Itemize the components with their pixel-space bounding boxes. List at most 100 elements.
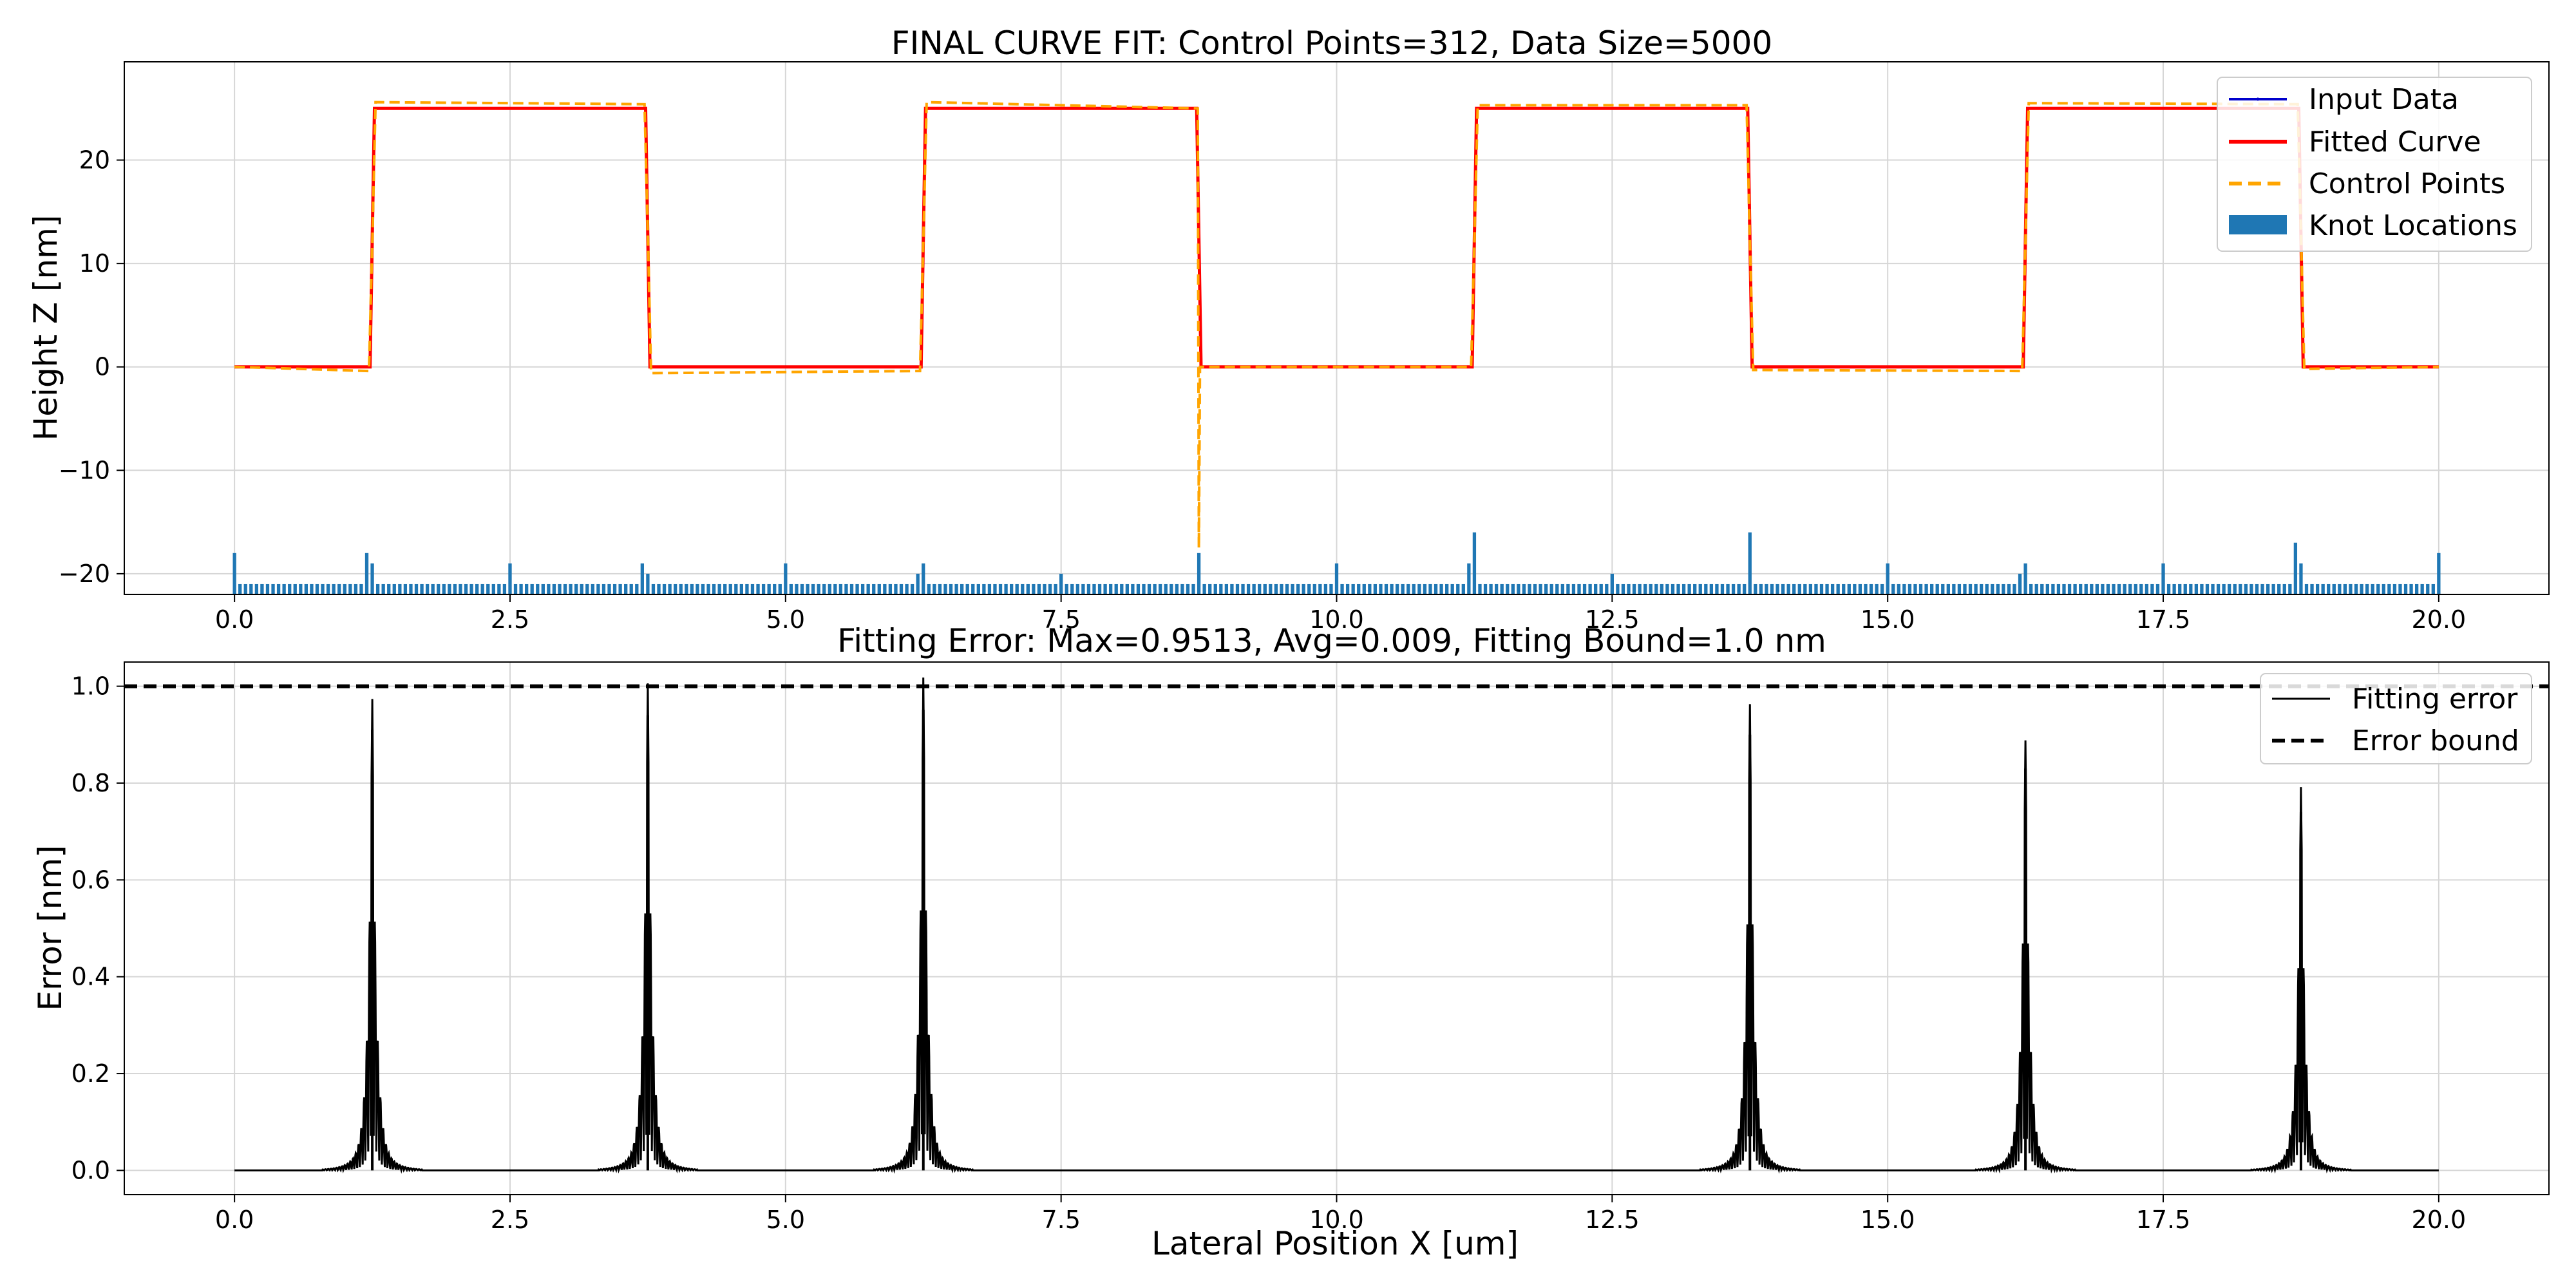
- knot-bar: [398, 583, 402, 594]
- knot-bar: [2409, 583, 2413, 594]
- knot-bar: [2382, 583, 2385, 594]
- knot-bar: [2360, 583, 2363, 594]
- knot-bar: [933, 583, 936, 594]
- knot-bar: [723, 583, 727, 594]
- knot-bar: [1693, 583, 1697, 594]
- knot-bar: [1368, 583, 1372, 594]
- knot-bar: [2012, 583, 2016, 594]
- knot-bar: [1164, 583, 1168, 594]
- knot-bar: [1379, 583, 1383, 594]
- knot-bar: [860, 583, 865, 594]
- knot-bar: [773, 583, 777, 594]
- knot-bar: [425, 583, 430, 594]
- knot-bar: [657, 583, 661, 594]
- knot-bar: [2343, 583, 2347, 594]
- knot-bar: [370, 563, 374, 594]
- knot-bar: [1676, 583, 1680, 594]
- knot-bar: [1698, 583, 1702, 594]
- knot-bar: [321, 583, 325, 594]
- knot-bar: [1776, 583, 1779, 594]
- knot-bar: [2293, 542, 2298, 594]
- knot-bar: [822, 583, 826, 594]
- knot-bar: [2332, 583, 2336, 594]
- knot-bar: [1428, 583, 1432, 594]
- knot-bar: [1230, 583, 1234, 594]
- bottom-x-tick-label: 2.5: [491, 1206, 529, 1234]
- knot-bar: [1743, 583, 1747, 594]
- knot-bar: [877, 583, 881, 594]
- knot-bar: [1086, 583, 1091, 594]
- knot-bar: [375, 583, 380, 594]
- top-y-tick-label: 0: [95, 353, 110, 381]
- knot-bar: [817, 583, 820, 594]
- knot-bar: [679, 583, 683, 594]
- knot-bar: [1197, 553, 1201, 594]
- knot-bar: [2029, 583, 2033, 594]
- knot-bar: [2145, 583, 2149, 594]
- knot-bar: [2288, 583, 2292, 594]
- knot-bar: [1671, 583, 1675, 594]
- knot-bar: [1759, 583, 1763, 594]
- knot-bar: [1444, 583, 1449, 594]
- knot-bar: [1483, 583, 1488, 594]
- knot-bar: [811, 583, 815, 594]
- control-points-line: [234, 100, 2439, 548]
- knot-bar: [2172, 583, 2176, 594]
- legend-label-input-data: Input Data: [2309, 83, 2459, 116]
- knot-bar: [2194, 583, 2199, 594]
- knot-bar: [954, 583, 958, 594]
- knot-bar: [1544, 583, 1548, 594]
- knot-bar: [1081, 583, 1085, 594]
- knot-bar: [574, 583, 578, 594]
- knot-bar: [1252, 583, 1256, 594]
- knot-bar: [1897, 583, 1900, 594]
- knot-bar: [1528, 583, 1531, 594]
- knot-bar: [1120, 583, 1124, 594]
- knot-bar: [2255, 583, 2259, 594]
- knot-bar: [2090, 583, 2094, 594]
- knot-bar: [1985, 583, 1989, 594]
- knot-bar: [1924, 583, 1928, 594]
- knot-bar: [1610, 573, 1614, 594]
- legend-item-input-data: Input Data: [2229, 83, 2459, 116]
- knot-bar: [1032, 583, 1036, 594]
- knot-bar: [475, 583, 479, 594]
- knot-bar: [2106, 583, 2110, 594]
- knot-bar: [2002, 583, 2005, 594]
- knot-bar: [1539, 583, 1542, 594]
- top-y-tick-label: 20: [79, 146, 110, 175]
- knot-bar: [1345, 583, 1350, 594]
- knot-bar: [1803, 583, 1807, 594]
- knot-bar: [1478, 583, 1482, 594]
- knot-bar: [491, 583, 495, 594]
- knot-bar: [2321, 583, 2325, 594]
- knot-bar: [1770, 583, 1774, 594]
- knot-bar: [1582, 583, 1587, 594]
- knot-bar: [1902, 583, 1906, 594]
- knot-bar: [635, 583, 639, 594]
- knot-bar: [685, 583, 688, 594]
- knot-bar: [1401, 583, 1405, 594]
- knot-bar: [1170, 583, 1173, 594]
- knot-bar: [789, 583, 793, 594]
- knot-bar: [2233, 583, 2237, 594]
- knot-bar: [1439, 583, 1443, 594]
- knot-bar: [552, 583, 556, 594]
- knot-bar: [1280, 583, 1283, 594]
- knot-bar: [1765, 583, 1768, 594]
- knot-bar: [315, 583, 319, 594]
- knot-bar: [1043, 583, 1046, 594]
- knot-bar: [1291, 583, 1294, 594]
- knot-bar: [662, 583, 667, 594]
- fitting-error-line: [234, 677, 2439, 1174]
- legend-item-fitting-error: Fitting error: [2272, 683, 2518, 715]
- knot-bar: [2150, 583, 2154, 594]
- top-y-tick-label: −20: [59, 560, 110, 588]
- knot-bar: [1246, 583, 1251, 594]
- knot-bar: [1059, 573, 1063, 594]
- knot-bar: [651, 583, 656, 594]
- knot-bar: [1329, 583, 1333, 594]
- knot-bar: [381, 583, 385, 594]
- legend-label-control-points: Control Points: [2309, 167, 2505, 200]
- knot-bar: [674, 583, 677, 594]
